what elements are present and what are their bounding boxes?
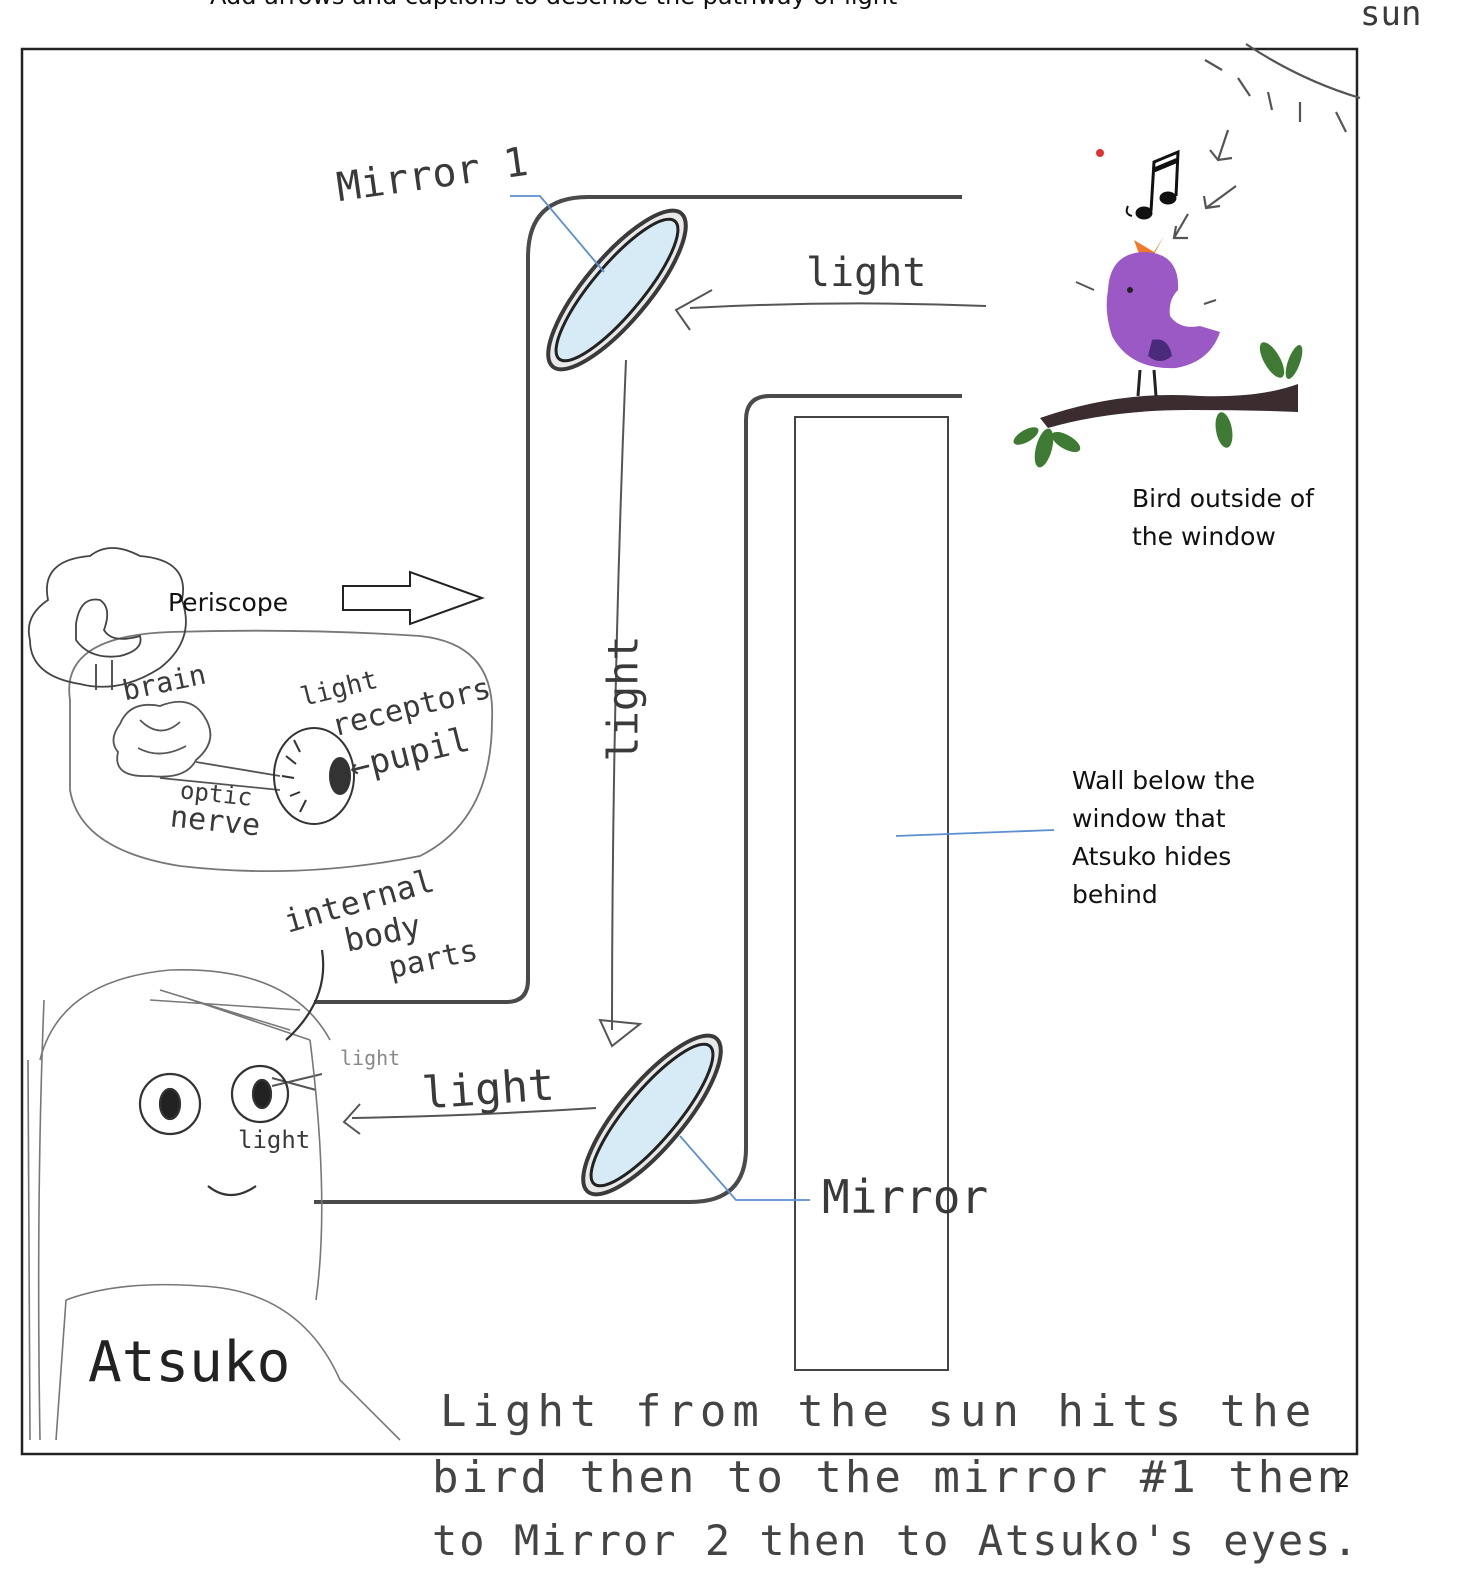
bird-caption-line1: Bird outside of [1132, 484, 1314, 513]
explanation-line-2: bird then to the mirror #1 then [432, 1452, 1347, 1503]
light-top-label: light [806, 250, 927, 296]
brain-thought-bubble [68, 629, 494, 873]
wall-caption-line1: Wall below the [1072, 766, 1256, 795]
wall-caption-line2: window that [1072, 804, 1226, 833]
wall-caption-line3: Atsuko hides [1072, 842, 1232, 871]
atsuko-sketch [27, 969, 401, 1441]
light-eye-upper-label: light [340, 1046, 401, 1070]
instruction-bullet: • [166, 0, 181, 17]
explanation-line-1: Light from the sun hits the [440, 1386, 1318, 1437]
sun-label: sun [1360, 0, 1422, 34]
branch [1013, 342, 1303, 468]
diagram-frame [20, 47, 1359, 1456]
mirror-2-shape [581, 1033, 723, 1197]
brain-sketch [112, 700, 281, 791]
light-bottom-label: light [420, 1059, 557, 1120]
light-eye-lower-label: light [238, 1126, 311, 1154]
light-path-arrows [271, 289, 987, 1135]
bird-illustration [1075, 236, 1220, 397]
page-number: 2 [1336, 1468, 1350, 1493]
atsuko-face [138, 949, 325, 1197]
explanation-line-3: to Mirror 2 then to Atsuko's eyes. [432, 1516, 1360, 1565]
light-vertical-label: light [598, 635, 648, 762]
sun-drawing [1172, 43, 1361, 240]
instruction-text: Add arrows and captions to describe the … [210, 0, 897, 15]
leader-lines [510, 195, 1055, 1201]
bird-caption-line2: the window [1132, 522, 1276, 551]
eye-sketch [273, 727, 355, 825]
atsuko-label: Atsuko [88, 1330, 291, 1395]
music-notes [1096, 149, 1180, 220]
periscope-pointer-arrow [342, 570, 485, 626]
wall-caption-line4: behind [1072, 880, 1158, 909]
wall-rect [794, 416, 949, 1371]
mirror-1-shape [546, 208, 688, 372]
bird-thought-sketch [27, 547, 187, 690]
periscope-tube [314, 195, 962, 1204]
mirror-2-label: Mirror [822, 1170, 989, 1224]
periscope-label: Periscope [168, 588, 289, 617]
